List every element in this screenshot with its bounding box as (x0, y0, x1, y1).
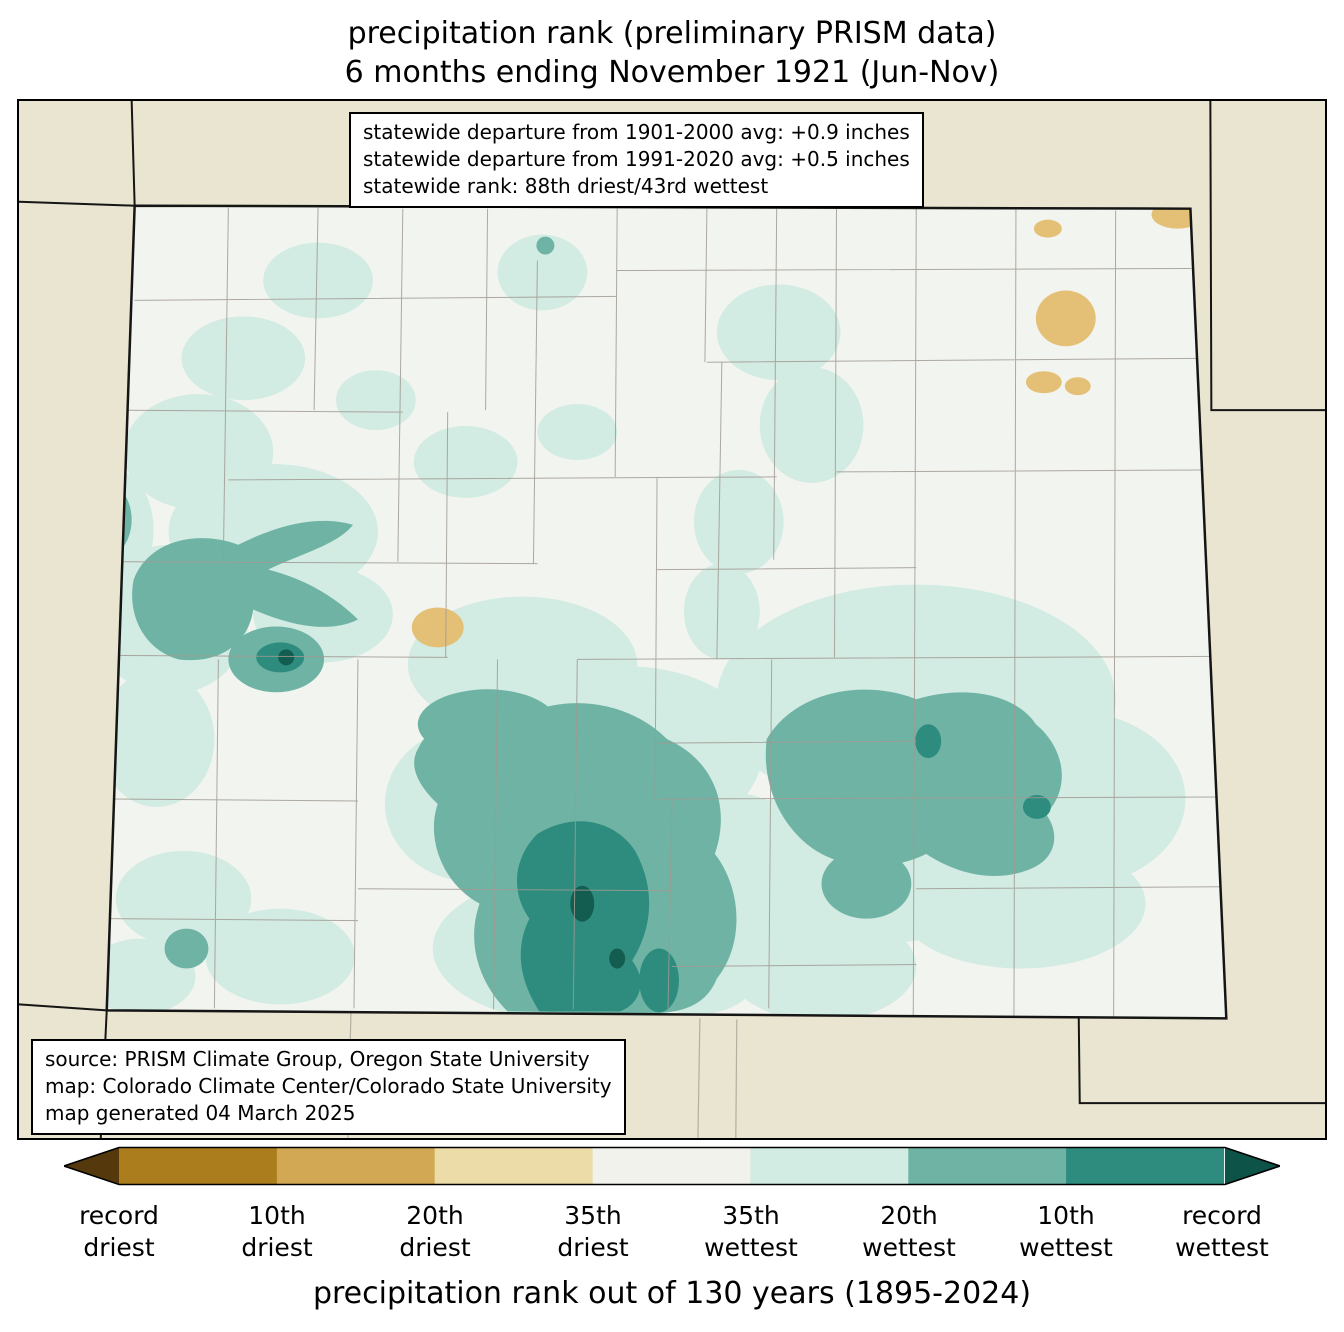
colorado-precipitation-map (19, 101, 1325, 1138)
precipitation-rank-colorbar (64, 1146, 1280, 1186)
county-boundary-lines (108, 207, 1224, 1018)
patch (115, 850, 252, 947)
patch (263, 242, 373, 319)
patch (1025, 371, 1062, 394)
patch (609, 948, 626, 969)
patch (716, 284, 841, 381)
patch (164, 928, 209, 969)
colorbar-caption: precipitation rank out of 130 years (189… (312, 1276, 1032, 1311)
patch (915, 724, 942, 759)
record-wettest-region-group (278, 649, 626, 969)
patch (536, 236, 555, 255)
west-arm-region (132, 520, 358, 661)
patch (411, 607, 464, 648)
patch (821, 848, 912, 919)
neighbor-state-borders (19, 101, 1325, 1138)
patch (181, 316, 306, 401)
patch (896, 838, 1146, 969)
colorbar-segment-10-to-20-driest (276, 1147, 436, 1185)
statewide-stats-box: statewide departure from 1901-2000 avg: … (349, 112, 924, 209)
label-10th-driest: 10th driest (241, 1201, 313, 1262)
colorbar-outline (64, 1146, 1280, 1186)
patch (413, 426, 518, 498)
map-frame: statewide departure from 1901-2000 avg: … (17, 99, 1327, 1140)
title-line-1: precipitation rank (preliminary PRISM da… (347, 16, 997, 51)
patch (570, 885, 595, 922)
label-record-driest: record driest (79, 1201, 159, 1262)
stats-statewide-rank: statewide rank: 88th driest/43rd wettest (363, 173, 769, 198)
colorbar-segment-record-to-10-driest (119, 1147, 278, 1185)
source-line: source: PRISM Climate Group, Oregon Stat… (45, 1047, 590, 1071)
patch (759, 367, 864, 483)
patch (278, 649, 295, 666)
patch (336, 370, 416, 431)
label-20th-wettest: 20th wettest (862, 1201, 956, 1262)
page-title: precipitation rank (preliminary PRISM da… (0, 14, 1344, 92)
colorbar-segment-middle (592, 1147, 751, 1185)
patch (1022, 794, 1051, 819)
stats-departure-1991-2020: statewide departure from 1991-2020 avg: … (363, 146, 910, 171)
patch (683, 563, 760, 660)
colorbar-segment-20-to-10-wettest (908, 1147, 1067, 1185)
patch (205, 908, 355, 1005)
colorbar-labels: record driest 10th driest 20th driest 35… (0, 1200, 1344, 1272)
colorbar-right-arrow (1225, 1147, 1280, 1185)
colorbar-segment-10-to-record-wettest (1066, 1147, 1225, 1185)
patch (1064, 377, 1091, 396)
patch (497, 234, 588, 311)
stats-departure-1901-2000: statewide departure from 1901-2000 avg: … (363, 120, 910, 144)
patch (1033, 219, 1062, 238)
label-35th-wettest: 35th wettest (704, 1201, 798, 1262)
colorbar-segment-20-to-35-driest (434, 1147, 593, 1185)
precipitation-rank-regions (106, 205, 1224, 1019)
colorbar-left-arrow (64, 1147, 119, 1185)
patch (1035, 290, 1096, 347)
patch (639, 948, 679, 1013)
patch (537, 404, 618, 460)
label-10th-wettest: 10th wettest (1019, 1201, 1113, 1262)
patch (693, 469, 784, 574)
label-record-wettest: record wettest (1175, 1201, 1269, 1262)
map-generated-line: map generated 04 March 2025 (45, 1100, 356, 1125)
colorbar-segment-35-to-20-wettest (750, 1147, 909, 1185)
patch (106, 671, 215, 807)
label-35th-driest: 35th driest (557, 1201, 629, 1262)
label-20th-driest: 20th driest (399, 1201, 471, 1262)
map-credit-line: map: Colorado Climate Center/Colorado St… (45, 1073, 612, 1098)
patch (726, 911, 917, 1019)
title-line-2: 6 months ending November 1921 (Jun-Nov) (344, 55, 1000, 90)
source-attribution-box: source: PRISM Climate Group, Oregon Stat… (31, 1039, 626, 1136)
